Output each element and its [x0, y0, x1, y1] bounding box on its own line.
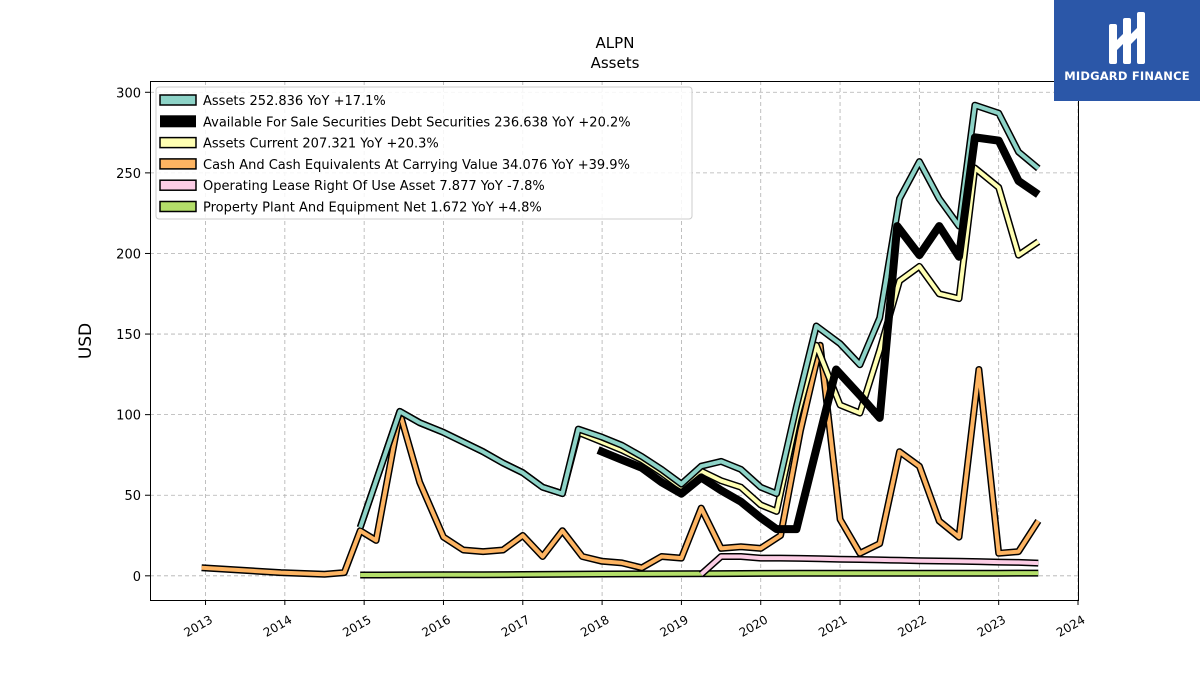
x-tick-label: 2024	[1054, 612, 1087, 639]
y-tick-label: 150	[116, 328, 141, 343]
legend-label: Assets 252.836 YoY +17.1%	[203, 94, 386, 109]
series-line-0	[356, 101, 1041, 529]
legend-swatch	[159, 94, 197, 106]
x-tick-label: 2022	[895, 612, 928, 639]
legend: Assets 252.836 YoY +17.1% Available For S…	[155, 86, 693, 220]
plot-frame	[150, 81, 1079, 601]
legend-item: Cash And Cash Equivalents At Carrying Va…	[159, 158, 630, 173]
brand-logo: MIDGARD FINANCE	[1054, 0, 1200, 101]
x-tick-label: 2021	[816, 612, 849, 639]
brand-mark-icon	[1109, 12, 1145, 64]
brand-name: MIDGARD FINANCE	[1064, 69, 1190, 83]
legend-box	[155, 86, 693, 220]
legend-item: Assets Current 207.321 YoY +20.3%	[159, 136, 439, 152]
series-line-1	[596, 133, 1041, 534]
series-line-3	[201, 341, 1042, 578]
legend-label: Available For Sale Securities Debt Secur…	[203, 115, 631, 130]
legend-label: Property Plant And Equipment Net 1.672 Y…	[203, 201, 542, 216]
series-line-2	[356, 164, 1041, 529]
series-line-5	[360, 569, 1039, 579]
legend-swatch	[159, 200, 197, 213]
legend-swatch	[159, 158, 197, 170]
legend-label: Assets Current 207.321 YoY +20.3%	[203, 137, 439, 152]
legend-item: Property Plant And Equipment Net 1.672 Y…	[159, 200, 542, 216]
legend-swatch	[159, 179, 197, 191]
y-axis-label: USD	[76, 323, 96, 359]
legend-item: Available For Sale Securities Debt Secur…	[160, 115, 631, 130]
x-tick-label: 2018	[578, 612, 611, 639]
chart-subtitle: Assets	[591, 54, 640, 72]
series-line-4	[698, 553, 1039, 577]
legend-swatch	[160, 115, 196, 128]
y-tick-label: 100	[116, 409, 141, 424]
legend-item: Operating Lease Right Of Use Asset 7.877…	[159, 179, 545, 194]
y-tick-label: 200	[116, 247, 141, 262]
x-tick-label: 2014	[261, 612, 294, 639]
y-tick-label: 0	[133, 570, 141, 585]
x-tick-label: 2015	[340, 612, 373, 639]
legend-swatch	[159, 136, 197, 149]
legend-item: Assets 252.836 YoY +17.1%	[159, 94, 386, 109]
y-tick-label: 250	[116, 167, 141, 182]
x-tick-label: 2016	[420, 612, 453, 639]
x-tick-label: 2013	[182, 612, 215, 639]
legend-label: Operating Lease Right Of Use Asset 7.877…	[203, 179, 545, 194]
chart-title: ALPN	[596, 34, 635, 52]
y-tick-label: 300	[116, 86, 141, 101]
x-tick-label: 2017	[499, 612, 532, 639]
y-tick-label: 50	[124, 489, 141, 504]
x-tick-label: 2023	[975, 612, 1008, 639]
legend-label: Cash And Cash Equivalents At Carrying Va…	[203, 158, 630, 173]
x-tick-label: 2019	[657, 612, 690, 639]
series-lines	[201, 101, 1042, 579]
x-tick-label: 2020	[737, 612, 770, 639]
